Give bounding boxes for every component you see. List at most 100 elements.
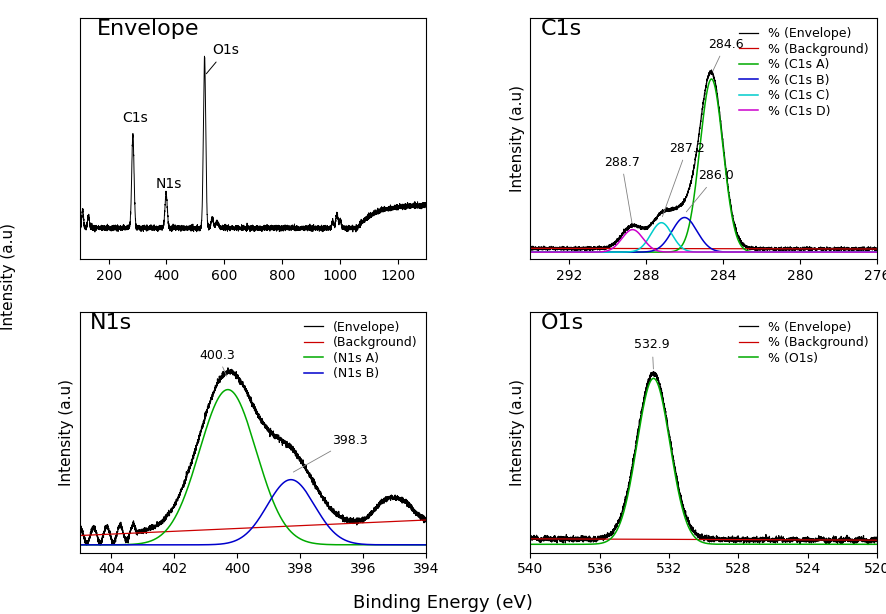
Legend: % (Envelope), % (Background), % (O1s): % (Envelope), % (Background), % (O1s) — [736, 318, 871, 367]
Text: O1s: O1s — [206, 43, 239, 74]
Text: 288.7: 288.7 — [603, 155, 640, 223]
Line: % (Background): % (Background) — [531, 248, 877, 249]
% (C1s D) — [724, 249, 734, 256]
Line: % (Envelope): % (Envelope) — [531, 371, 877, 545]
% (C1s D) — [872, 249, 882, 256]
Line: (Background): (Background) — [80, 520, 426, 535]
(N1s A) — [361, 541, 371, 548]
% (Envelope) — [648, 368, 658, 375]
% (O1s) — [739, 540, 750, 548]
% (Envelope) — [863, 541, 874, 548]
% (C1s D) — [832, 249, 843, 256]
% (C1s D) — [532, 249, 542, 256]
Line: % (C1s C): % (C1s C) — [531, 223, 877, 252]
% (Envelope) — [532, 533, 542, 540]
Text: O1s: O1s — [540, 313, 584, 333]
Text: N1s: N1s — [155, 177, 182, 190]
% (Background) — [532, 535, 542, 543]
% (Envelope) — [525, 535, 536, 542]
% (Background) — [532, 244, 542, 252]
% (Background) — [832, 245, 843, 252]
% (C1s B) — [569, 249, 579, 256]
% (Background) — [832, 536, 843, 543]
% (Background) — [812, 245, 822, 252]
% (Background) — [872, 537, 882, 544]
Line: (N1s B): (N1s B) — [80, 480, 426, 545]
% (C1s D) — [812, 249, 822, 256]
% (C1s A) — [532, 249, 542, 256]
% (C1s B) — [832, 249, 843, 256]
% (C1s B) — [872, 249, 882, 256]
% (Envelope) — [532, 245, 542, 252]
(Envelope) — [119, 530, 129, 537]
% (O1s) — [649, 375, 659, 382]
% (Envelope) — [832, 537, 843, 545]
(Envelope) — [288, 446, 299, 454]
(N1s A) — [119, 541, 129, 548]
(N1s A) — [273, 510, 284, 517]
% (O1s) — [812, 540, 822, 548]
(Envelope) — [382, 495, 392, 502]
% (C1s A) — [739, 245, 750, 252]
Text: 287.2: 287.2 — [663, 142, 705, 217]
% (C1s A) — [872, 249, 882, 256]
% (Background) — [872, 246, 882, 253]
(N1s A) — [222, 386, 233, 394]
Legend: (Envelope), (Background), (N1s A), (N1s B): (Envelope), (Background), (N1s A), (N1s … — [302, 318, 420, 383]
(Envelope) — [81, 539, 91, 546]
% (Envelope) — [739, 242, 750, 249]
(N1s B) — [74, 541, 85, 548]
% (Envelope) — [724, 535, 734, 543]
Text: 398.3: 398.3 — [293, 434, 368, 472]
(N1s B) — [288, 476, 299, 484]
(N1s A) — [382, 541, 392, 548]
Text: 532.9: 532.9 — [634, 338, 670, 369]
% (C1s C) — [739, 249, 750, 256]
Text: N1s: N1s — [90, 313, 132, 333]
% (Envelope) — [872, 538, 882, 545]
% (Envelope) — [724, 192, 734, 199]
% (C1s D) — [627, 226, 638, 233]
(N1s A) — [288, 530, 299, 538]
(N1s B) — [285, 476, 296, 483]
% (Background) — [812, 536, 822, 543]
Text: 400.3: 400.3 — [199, 349, 236, 376]
% (Background) — [739, 245, 750, 252]
% (Background) — [724, 245, 734, 252]
% (O1s) — [724, 540, 734, 548]
(Envelope) — [95, 542, 105, 549]
% (Envelope) — [812, 245, 822, 252]
Line: % (C1s B): % (C1s B) — [531, 217, 877, 252]
Text: C1s: C1s — [540, 19, 582, 39]
Y-axis label: Intensity (a.u): Intensity (a.u) — [509, 85, 525, 192]
(Background) — [382, 518, 392, 526]
(Envelope) — [74, 524, 85, 531]
Line: % (C1s D): % (C1s D) — [531, 230, 877, 252]
% (Envelope) — [824, 248, 835, 255]
% (O1s) — [872, 540, 882, 548]
(N1s A) — [82, 541, 92, 548]
% (C1s A) — [832, 249, 843, 256]
% (C1s A) — [569, 249, 579, 256]
% (C1s B) — [812, 249, 822, 256]
(Background) — [361, 519, 371, 526]
% (C1s C) — [657, 219, 667, 227]
% (O1s) — [532, 540, 542, 548]
% (C1s A) — [706, 76, 717, 83]
% (Background) — [570, 245, 580, 252]
(N1s B) — [361, 541, 371, 548]
% (C1s C) — [872, 249, 882, 256]
% (O1s) — [832, 540, 843, 548]
(Envelope) — [273, 434, 284, 441]
Text: 284.6: 284.6 — [708, 38, 743, 71]
% (C1s C) — [532, 249, 542, 256]
% (Envelope) — [832, 246, 843, 253]
(Background) — [421, 516, 431, 524]
(Background) — [119, 530, 129, 537]
% (C1s C) — [832, 249, 843, 256]
Text: Binding Energy (eV): Binding Energy (eV) — [353, 594, 533, 612]
% (Background) — [525, 535, 536, 543]
% (C1s B) — [724, 249, 734, 256]
% (O1s) — [569, 540, 579, 548]
% (Envelope) — [812, 535, 822, 542]
